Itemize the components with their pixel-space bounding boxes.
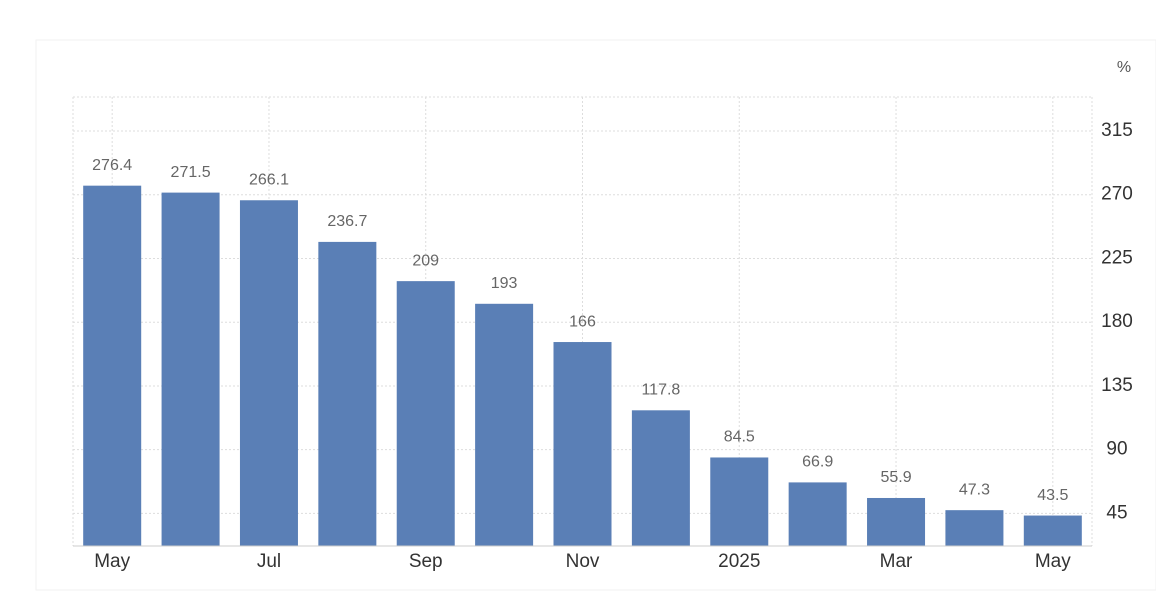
value-label: 276.4 [92,157,132,174]
x-tick-label: Nov [566,551,600,572]
bar [1023,515,1082,546]
y-tick-label: 135 [1101,375,1133,396]
value-label: 55.9 [880,469,911,486]
bar [945,510,1004,546]
value-label: 236.7 [327,213,367,230]
value-label: 266.1 [249,171,289,188]
value-label: 209 [412,252,439,269]
y-tick-label: 180 [1101,311,1133,332]
y-tick-label: 315 [1101,120,1133,141]
x-tick-label: Mar [880,551,913,572]
y-tick-label: 45 [1106,502,1127,523]
value-label: 193 [491,275,518,292]
value-label: 166 [569,313,596,330]
value-label: 47.3 [959,481,990,498]
value-label: 117.8 [641,382,680,399]
value-label: 66.9 [802,454,833,471]
y-tick-label: 225 [1101,247,1133,268]
bar [710,457,769,546]
x-tick-label: 2025 [718,551,760,572]
value-label: 84.5 [724,429,755,446]
x-tick-label: Jul [257,551,281,572]
chart-frame [35,39,1156,591]
x-tick-label: May [1035,551,1071,572]
unit-label: % [1117,59,1131,76]
bar [318,241,377,546]
value-label: 271.5 [171,164,211,181]
bar [867,497,926,546]
value-label: 43.5 [1037,487,1068,504]
bar [239,200,298,546]
bar [83,185,142,546]
bar [553,342,612,546]
bar [396,281,455,546]
x-tick-label: May [94,551,130,572]
x-tick-label: Sep [409,551,443,572]
bar [475,303,534,546]
y-tick-label: 270 [1101,184,1133,205]
bar [161,192,220,547]
bar [631,410,690,546]
bar [788,482,847,546]
y-tick-label: 90 [1106,439,1127,460]
